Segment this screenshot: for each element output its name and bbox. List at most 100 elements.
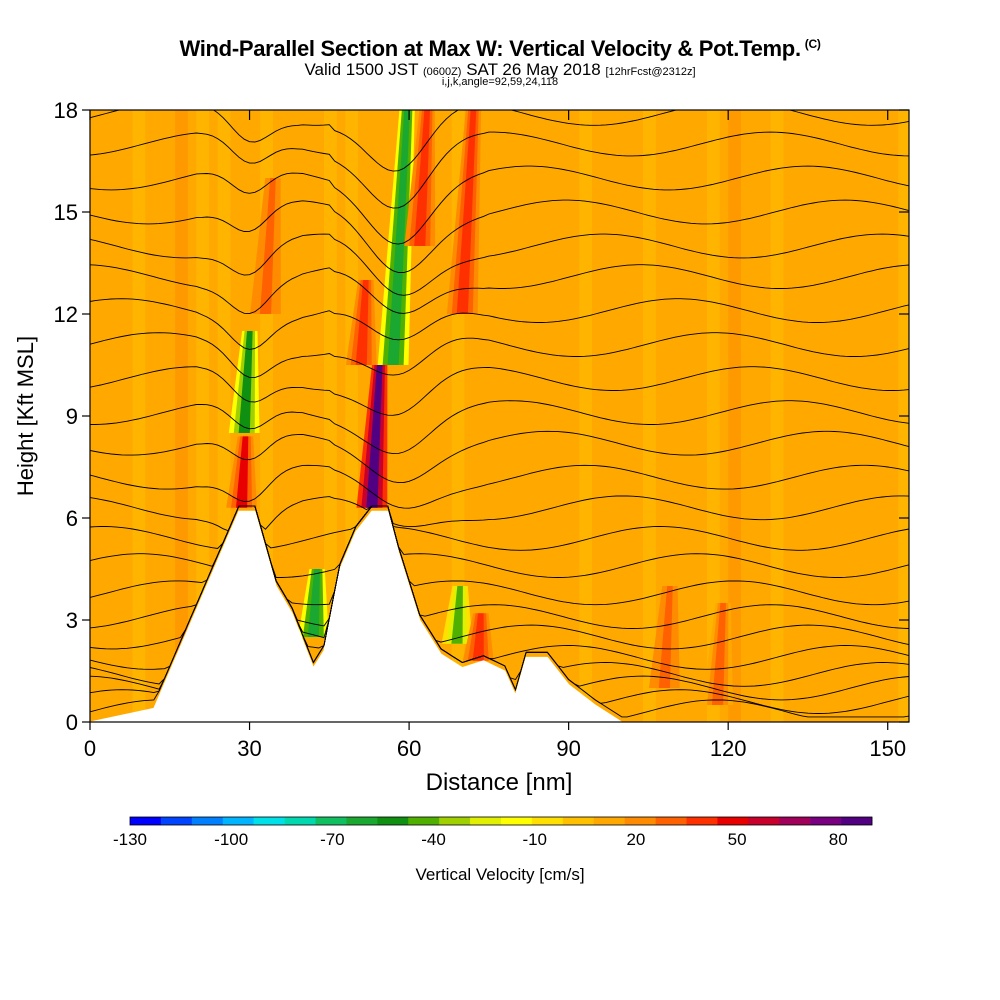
velocity-streak (770, 110, 784, 722)
velocity-streak (324, 110, 337, 722)
colorbar-swatch (624, 817, 656, 825)
colorbar-swatch (130, 817, 162, 825)
velocity-streak (877, 110, 890, 722)
terrain-profile (90, 510, 909, 722)
valid-time: Valid 1500 JST (304, 60, 419, 79)
velocity-streak (515, 110, 529, 722)
velocity-streak (706, 110, 720, 722)
colorbar-tick-label: -100 (214, 830, 248, 849)
colorbar-swatch (439, 817, 471, 825)
isentrope-line (90, 332, 909, 379)
colorbar-tick-label: 80 (829, 830, 848, 849)
colorbar-swatch (531, 817, 564, 825)
x-tick-label: 60 (397, 736, 421, 761)
velocity-streak (600, 110, 614, 722)
y-tick-label: 12 (54, 302, 78, 327)
colorbar-swatch (810, 817, 842, 825)
velocity-streak (281, 110, 295, 722)
colorbar: -130 -100 -70 -40 -10 20 50 80 (113, 816, 873, 849)
colorbar-swatch (655, 817, 687, 825)
colorbar-swatch (501, 817, 533, 825)
colorbar-swatch (748, 817, 780, 825)
velocity-streak (749, 110, 763, 722)
colorbar-swatch (253, 817, 285, 825)
colorbar-swatch (593, 817, 625, 825)
colorbar-swatch (470, 817, 502, 825)
y-tick-label: 15 (54, 200, 78, 225)
axes: 0 30 60 90 120 150 0 3 6 9 12 15 18 (54, 98, 909, 761)
velocity-streak (430, 110, 444, 722)
y-axis-label: Height [Kft MSL] (13, 336, 38, 496)
chart-title-text: Wind-Parallel Section at Max W: Vertical… (179, 36, 801, 61)
colorbar-frame (129, 816, 873, 826)
velocity-streak (621, 110, 635, 722)
velocity-streak (643, 110, 656, 722)
velocity-streak (728, 110, 741, 722)
chart-title: Wind-Parallel Section at Max W: Vertical… (0, 36, 1000, 62)
velocity-streak (813, 110, 827, 722)
velocity-feature (451, 586, 463, 644)
colorbar-label: Vertical Velocity [cm/s] (415, 865, 584, 884)
velocity-streak (834, 110, 848, 722)
velocity-streak (196, 110, 210, 722)
isentrope-line (90, 505, 909, 551)
x-tick-label: 150 (869, 736, 906, 761)
colorbar-tick-label: -10 (522, 830, 547, 849)
velocity-streak (409, 110, 422, 722)
y-tick-label: 9 (66, 404, 78, 429)
x-tick-label: 30 (237, 736, 261, 761)
y-tick-label: 18 (54, 98, 78, 123)
isentrope-line (90, 366, 909, 416)
x-tick-label: 90 (556, 736, 580, 761)
velocity-streak (579, 110, 593, 722)
colorbar-tick-label: -40 (421, 830, 446, 849)
isentrope-line (90, 110, 909, 172)
velocity-feature (235, 436, 249, 508)
velocity-feature (387, 110, 410, 365)
x-axis-label: Distance [nm] (426, 769, 573, 796)
colorbar-swatch (408, 817, 440, 825)
velocity-streak (494, 110, 507, 722)
velocity-feature (366, 365, 383, 508)
velocity-feature (472, 613, 484, 661)
copyright-mark: (C) (804, 36, 821, 51)
valid-date: SAT 26 May 2018 (466, 60, 601, 79)
colorbar-swatch (191, 817, 224, 825)
x-tick-label: 120 (710, 736, 747, 761)
isentrope-line (90, 131, 909, 209)
velocity-feature (307, 569, 320, 637)
x-tick-label: 0 (84, 736, 96, 761)
velocity-streak (111, 110, 125, 722)
chart-subtitle: Valid 1500 JST (0600Z) SAT 26 May 2018 [… (0, 60, 1000, 80)
velocity-feature (711, 603, 726, 705)
velocity-streak (90, 110, 103, 722)
velocity-feature (238, 331, 253, 433)
isentrope-line (90, 233, 909, 296)
colorbar-swatch (346, 817, 378, 825)
velocity-streak (132, 110, 146, 722)
colorbar-swatch (284, 817, 316, 825)
velocity-streak (685, 110, 699, 722)
colorbar-swatch (686, 817, 718, 825)
colorbar-tick-label: 20 (626, 830, 645, 849)
isentrope-line (90, 495, 909, 532)
velocity-streak (558, 110, 571, 722)
velocity-streak (536, 110, 550, 722)
utc-time: (0600Z) (422, 66, 462, 78)
isentropes (90, 110, 909, 718)
velocity-streak (153, 110, 167, 722)
velocity-streak (664, 110, 678, 722)
colorbar-tick-label: 50 (728, 830, 747, 849)
colorbar-swatch (562, 817, 595, 825)
velocity-feature (658, 586, 673, 688)
colorbar-swatch (779, 817, 811, 825)
colorbar-tick-label: -70 (320, 830, 345, 849)
isentrope-line (90, 199, 909, 273)
colorbar-swatch (222, 817, 254, 825)
colorbar-swatch (717, 817, 749, 825)
isentrope-line (90, 298, 909, 350)
colorbar-swatch (315, 817, 347, 825)
velocity-feature (259, 178, 276, 314)
index-line: i,j,k,angle=92,59,24,118 (441, 76, 559, 88)
